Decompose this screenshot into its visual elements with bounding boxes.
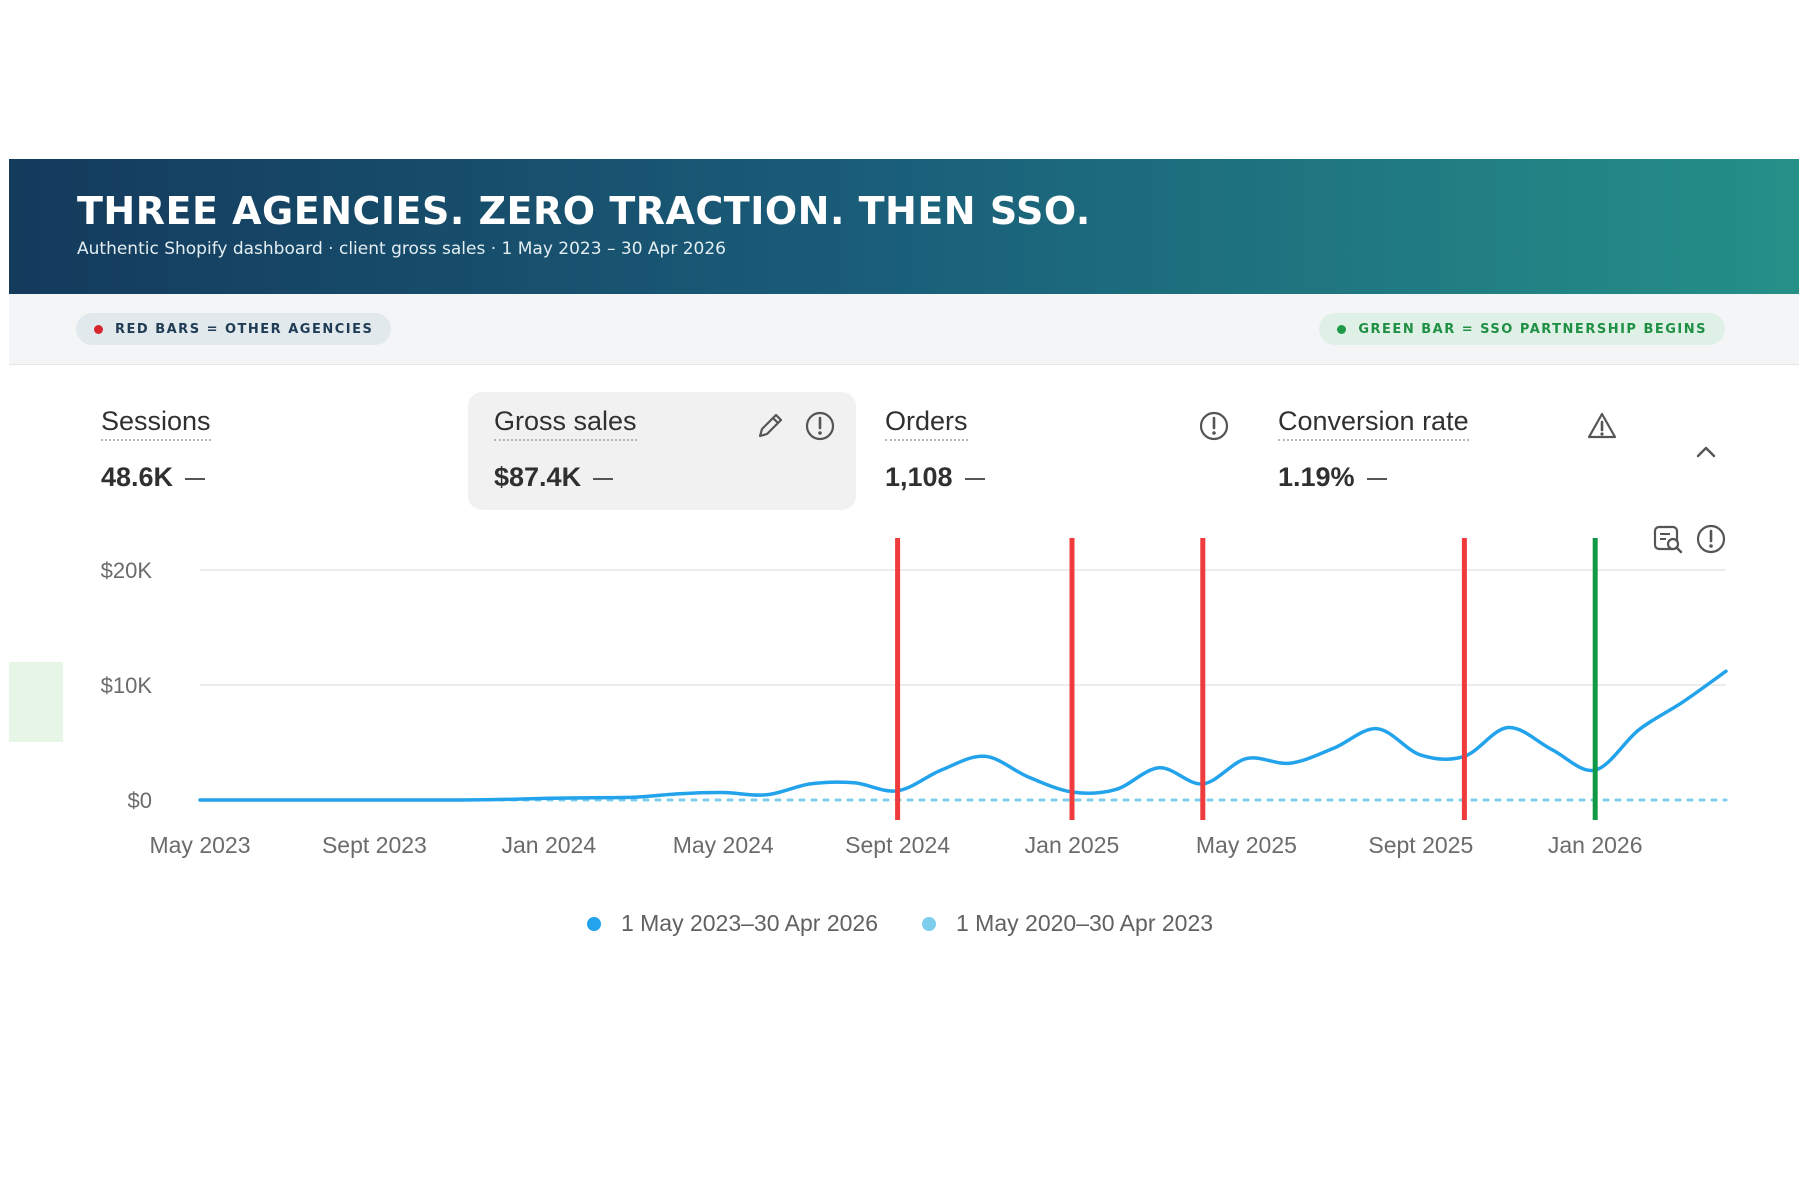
warning-icon[interactable]	[1586, 410, 1618, 442]
x-tick-label: Jan 2024	[501, 832, 596, 858]
metric-conversion-rate[interactable]: Conversion rate 1.19%	[1278, 392, 1618, 510]
x-tick-label: May 2023	[149, 832, 250, 858]
legend-dot-icon	[586, 916, 601, 931]
x-tick-label: May 2025	[1196, 832, 1297, 858]
x-tick-label: Jan 2025	[1025, 832, 1120, 858]
series-line-current	[198, 669, 1728, 802]
metric-label: Sessions	[101, 406, 211, 441]
metric-sessions[interactable]: Sessions 48.6K	[101, 392, 441, 510]
metric-gross-sales[interactable]: Gross sales $87.4K	[468, 392, 856, 510]
green-dot-icon	[1337, 324, 1347, 334]
info-icon[interactable]	[804, 410, 836, 442]
x-tick-label: Sept 2023	[322, 832, 427, 858]
chevron-up-icon[interactable]	[1692, 438, 1720, 466]
metric-label: Orders	[885, 406, 968, 441]
agency-marker-label: RED BARS = OTHER AGENCIES	[115, 321, 374, 337]
legend-dot-icon	[922, 916, 936, 931]
page-title: THREE AGENCIES. ZERO TRACTION. THEN SSO.	[77, 189, 1091, 233]
agency-marker-badge: RED BARS = OTHER AGENCIES	[76, 313, 392, 345]
legend-label: 1 May 2020–30 Apr 2023	[956, 910, 1214, 936]
metric-value: 1,108	[885, 462, 985, 493]
page-subtitle: Authentic Shopify dashboard · client gro…	[77, 239, 726, 259]
metric-value: $87.4K	[494, 462, 614, 493]
metric-value: 48.6K	[101, 462, 206, 493]
legend-label: 1 May 2023–30 Apr 2026	[620, 910, 878, 936]
metric-orders[interactable]: Orders 1,108	[885, 392, 1229, 510]
legend-item-previous[interactable]: 1 May 2020–30 Apr 2023	[922, 910, 1213, 937]
y-tick-label: $10K	[101, 673, 153, 698]
y-tick-label: $20K	[101, 558, 153, 583]
metric-value: 1.19%	[1278, 462, 1387, 493]
marker-legend-strip: RED BARS = OTHER AGENCIES GREEN BAR = SS…	[9, 294, 1799, 365]
legend-item-current[interactable]: 1 May 2023–30 Apr 2026	[586, 910, 878, 937]
red-dot-icon	[94, 324, 103, 334]
pencil-icon[interactable]	[754, 410, 786, 442]
chart-search-icon[interactable]	[1652, 523, 1684, 555]
x-tick-label: Jan 2026	[1548, 832, 1643, 858]
x-tick-label: May 2024	[673, 832, 774, 858]
sso-marker-label: GREEN BAR = SSO PARTNERSHIP BEGINS	[1358, 321, 1707, 337]
sso-marker-badge: GREEN BAR = SSO PARTNERSHIP BEGINS	[1319, 313, 1725, 345]
metric-label: Gross sales	[494, 406, 637, 441]
info-icon[interactable]	[1695, 523, 1727, 555]
side-accent	[9, 662, 63, 742]
x-tick-label: Sept 2024	[845, 832, 950, 858]
x-tick-label: Sept 2025	[1368, 832, 1473, 858]
info-icon[interactable]	[1198, 410, 1230, 442]
series-legend: 1 May 2023–30 Apr 2026 1 May 2020–30 Apr…	[0, 910, 1800, 937]
metric-label: Conversion rate	[1278, 406, 1469, 441]
y-tick-label: $0	[128, 788, 152, 813]
header-banner: THREE AGENCIES. ZERO TRACTION. THEN SSO.…	[9, 159, 1799, 294]
